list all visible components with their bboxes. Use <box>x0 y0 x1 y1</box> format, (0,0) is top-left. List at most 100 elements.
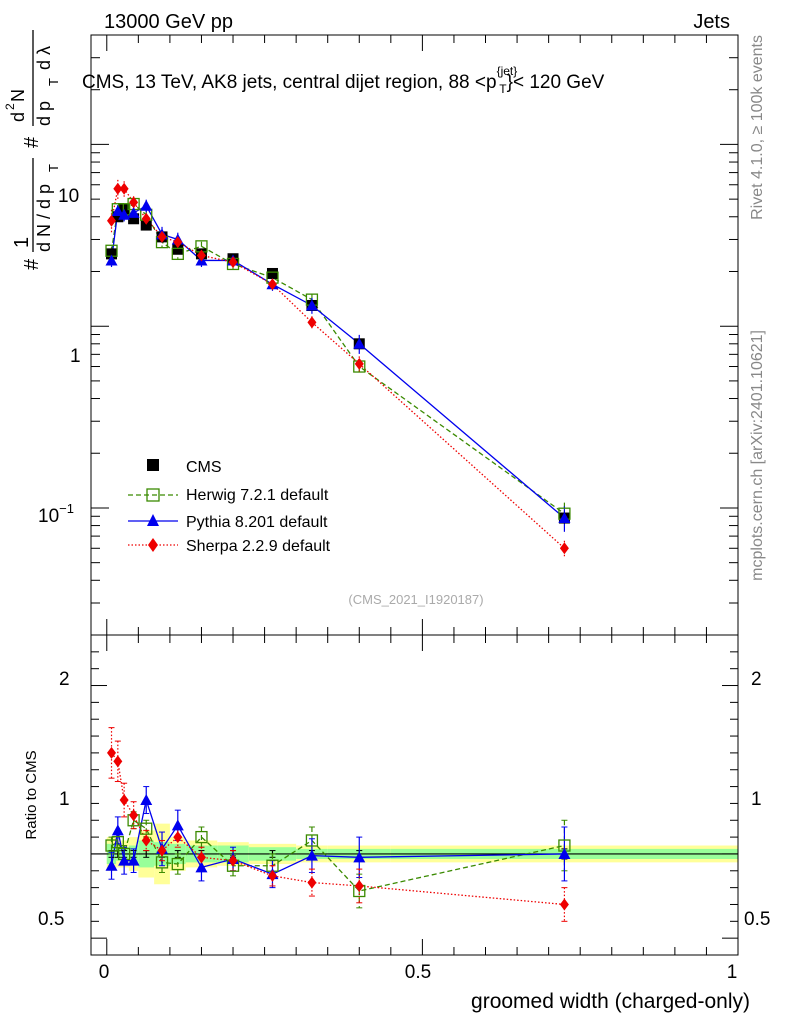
ratio-y-tick-label-0.5: 0.5 <box>38 909 64 930</box>
ratio-point-pythia <box>305 849 318 861</box>
main-point-sherpa <box>307 316 317 329</box>
main-point-pythia <box>105 254 118 266</box>
ratio-point-pythia <box>353 851 366 863</box>
main-point-sherpa <box>354 357 364 370</box>
ratio-y-tick-label-1: 1 <box>59 789 70 810</box>
y-tick-label-1: 1 <box>70 346 81 367</box>
legend: CMS Herwig 7.2.1 default Pythia 8.201 de… <box>128 459 331 555</box>
ratio-point-herwig <box>140 822 153 835</box>
legend-marker-pythia <box>147 514 159 526</box>
plot-title: CMS, 13 TeV, AK8 jets, central dijet reg… <box>82 64 605 96</box>
energy-label: 13000 GeV pp <box>104 11 233 33</box>
category-label: Jets <box>693 11 730 33</box>
ratio-point-herwig <box>155 856 169 869</box>
main-point-sherpa <box>196 249 206 262</box>
ratio-point-sherpa <box>267 869 277 882</box>
ratio-point-pythia <box>558 847 571 859</box>
main-point-sherpa <box>157 230 167 243</box>
svg-text:d N / d p: d N / d p <box>34 184 54 252</box>
ratio-y-tick-label-2: 2 <box>59 669 70 690</box>
source-label: mcplots.cern.ch [arXiv:2401.10621] <box>749 330 766 581</box>
ratio-point-herwig <box>171 857 184 871</box>
ratio-point-pythia <box>171 819 184 831</box>
x-tick-label-0: 0 <box>99 962 110 983</box>
main-point-pythia <box>140 199 153 211</box>
ratio-point-sherpa <box>141 834 151 847</box>
ratio-point-sherpa <box>559 898 569 911</box>
main-point-cms <box>106 248 118 260</box>
ratio-point-herwig <box>305 834 319 847</box>
legend-label-sherpa: Sherpa 2.2.9 default <box>186 538 331 555</box>
ratio-plot-panel <box>90 634 739 956</box>
ratio-point-herwig <box>111 836 124 849</box>
ratio-y-tick-label-right-0.5: 0.5 <box>744 909 770 930</box>
main-point-pythia <box>353 337 366 349</box>
svg-text:T: T <box>46 164 61 172</box>
svg-text:T: T <box>46 78 61 86</box>
svg-text:d: d <box>8 112 28 122</box>
ratio-point-sherpa <box>173 831 183 844</box>
main-point-sherpa <box>119 182 129 195</box>
ratio-point-sherpa <box>228 854 238 867</box>
main-point-cms <box>128 213 140 225</box>
ratio-point-pythia <box>111 824 124 836</box>
ratio-point-pythia <box>118 854 131 866</box>
svg-text:#: # <box>21 258 43 270</box>
ratio-point-herwig <box>195 830 208 844</box>
svg-text:2: 2 <box>3 103 17 110</box>
main-point-pythia <box>118 208 131 220</box>
rivet-version-label: Rivet 4.1.0, ≥ 100k events <box>749 35 766 220</box>
legend-label-herwig: Herwig 7.2.1 default <box>186 487 329 504</box>
main-y-axis-label: # 1 d N / d p T # d 2 N d p T d λ <box>3 30 61 270</box>
main-point-cms <box>140 219 152 231</box>
ratio-point-sherpa <box>119 794 129 807</box>
x-tick-label-0.5: 0.5 <box>405 962 431 983</box>
ratio-point-sherpa <box>129 809 139 822</box>
main-plot-panel <box>90 34 739 636</box>
svg-text:d p: d p <box>34 101 54 126</box>
main-point-pythia <box>558 512 571 524</box>
x-axis-label: groomed width (charged-only) <box>471 990 750 1013</box>
ratio-y-tick-label-right-2: 2 <box>751 669 762 690</box>
main-point-sherpa <box>228 256 238 269</box>
main-point-sherpa <box>559 542 569 555</box>
y-tick-label-0.1: 10−1 <box>38 501 74 527</box>
legend-marker-cms <box>147 459 159 471</box>
ratio-point-sherpa <box>354 879 364 892</box>
ratio-point-pythia <box>127 854 140 866</box>
legend-marker-herwig <box>146 488 160 502</box>
ratio-point-sherpa <box>157 844 167 857</box>
main-point-herwig <box>171 247 184 261</box>
ratio-point-sherpa <box>196 851 206 864</box>
main-point-sherpa <box>267 278 277 291</box>
y-tick-label-10: 10 <box>58 186 79 207</box>
main-point-pythia <box>111 205 124 217</box>
svg-text:1: 1 <box>11 237 33 248</box>
ratio-point-sherpa <box>113 755 123 768</box>
legend-label-pythia: Pythia 8.201 default <box>186 514 328 531</box>
ratio-point-sherpa <box>307 876 317 889</box>
legend-marker-sherpa <box>148 538 158 552</box>
main-point-sherpa <box>141 212 151 225</box>
svg-text:d λ: d λ <box>34 46 54 70</box>
ratio-point-pythia <box>105 859 118 871</box>
main-point-pythia <box>305 299 318 311</box>
ratio-point-pythia <box>195 861 208 873</box>
svg-text:#: # <box>21 136 43 148</box>
main-point-pythia <box>127 206 140 218</box>
ratio-point-herwig <box>105 839 118 852</box>
x-tick-label-1: 1 <box>727 962 738 983</box>
analysis-watermark: (CMS_2021_I1920187) <box>348 592 483 607</box>
legend-label-cms: CMS <box>186 459 222 476</box>
main-point-sherpa <box>113 182 123 195</box>
ratio-y-axis-label: Ratio to CMS <box>23 750 40 839</box>
main-point-cms <box>172 243 184 255</box>
ratio-point-pythia <box>140 794 153 806</box>
ratio-point-sherpa <box>107 746 117 759</box>
main-point-sherpa <box>129 196 139 209</box>
main-point-cms <box>266 267 278 279</box>
main-point-cms <box>112 211 124 223</box>
svg-text:N: N <box>8 89 28 102</box>
ratio-y-tick-label-right-1: 1 <box>751 789 762 810</box>
